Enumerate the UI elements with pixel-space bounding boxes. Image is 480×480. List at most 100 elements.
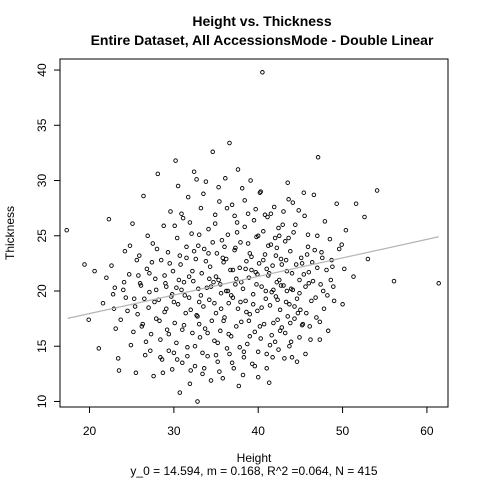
data-point	[317, 319, 323, 325]
data-point	[201, 246, 207, 252]
data-point	[234, 230, 240, 235]
data-point	[186, 295, 192, 300]
data-point	[255, 374, 261, 380]
data-point	[140, 321, 145, 327]
data-point	[304, 252, 310, 257]
data-point	[148, 348, 153, 353]
data-point	[202, 326, 208, 331]
data-point	[294, 296, 300, 301]
data-point	[208, 378, 214, 383]
data-point	[96, 346, 102, 351]
data-point	[158, 257, 164, 263]
data-point	[206, 226, 211, 232]
data-point	[252, 363, 258, 369]
data-point	[327, 236, 333, 242]
data-point	[191, 169, 197, 174]
data-point	[297, 290, 302, 296]
data-point	[171, 299, 177, 305]
data-point	[283, 257, 289, 263]
data-point	[195, 399, 200, 404]
data-point	[225, 288, 231, 294]
data-point	[374, 188, 380, 193]
data-point	[223, 288, 229, 294]
data-point	[320, 288, 326, 294]
data-point	[436, 281, 441, 286]
data-point	[245, 341, 250, 347]
data-point	[285, 180, 290, 185]
data-point	[184, 244, 189, 250]
data-point	[342, 266, 347, 272]
data-point	[194, 177, 199, 182]
data-point	[325, 293, 330, 298]
y-tick-label: 35	[35, 118, 49, 132]
data-point	[351, 274, 356, 279]
x-axis-label: Height	[237, 451, 272, 465]
data-point	[262, 212, 268, 218]
x-tick-label: 50	[336, 424, 350, 438]
data-point	[287, 343, 292, 349]
data-point	[142, 296, 147, 301]
y-tick-label: 30	[35, 174, 49, 188]
data-point	[189, 231, 194, 236]
data-point	[299, 261, 305, 266]
data-point	[261, 257, 266, 263]
data-point	[127, 243, 133, 248]
data-point	[303, 351, 308, 357]
data-point	[216, 277, 221, 283]
data-point	[278, 283, 284, 288]
data-point	[222, 244, 227, 250]
data-point	[254, 282, 259, 287]
data-point	[195, 314, 200, 319]
data-point	[180, 360, 185, 366]
data-point	[228, 334, 234, 339]
data-point	[324, 267, 329, 273]
data-point	[305, 232, 311, 237]
data-point	[185, 345, 190, 350]
data-point	[255, 308, 260, 314]
data-point	[277, 233, 282, 239]
data-point	[289, 271, 295, 276]
data-point	[303, 284, 308, 289]
data-point	[188, 368, 193, 373]
data-point	[172, 320, 177, 326]
data-point	[190, 268, 195, 274]
data-point	[318, 282, 323, 287]
data-point	[196, 299, 202, 305]
data-point	[264, 351, 269, 357]
y-axis-label: Thickness	[3, 206, 17, 260]
data-point	[206, 251, 211, 256]
data-point	[175, 302, 181, 307]
data-point	[226, 331, 231, 337]
data-point	[291, 230, 296, 235]
data-point	[137, 281, 143, 286]
data-point	[178, 262, 183, 267]
data-point	[213, 352, 219, 358]
data-point	[214, 251, 220, 256]
data-point	[207, 297, 212, 303]
data-point	[121, 287, 126, 293]
data-point	[126, 272, 132, 277]
data-point	[315, 233, 320, 239]
data-point	[292, 316, 297, 321]
data-point	[261, 321, 267, 327]
data-point	[168, 209, 173, 214]
data-point	[201, 304, 206, 309]
data-point	[295, 310, 301, 316]
data-point	[300, 321, 306, 327]
data-point	[247, 251, 253, 256]
data-point	[199, 271, 204, 276]
data-point	[251, 218, 257, 223]
data-point	[272, 339, 278, 345]
data-point	[282, 239, 288, 244]
data-point	[160, 370, 166, 376]
data-point	[230, 267, 236, 273]
data-point	[142, 352, 148, 358]
data-point	[239, 319, 244, 325]
data-point	[116, 368, 122, 373]
data-point	[330, 264, 335, 269]
data-point	[64, 227, 69, 233]
data-point	[166, 331, 172, 337]
data-point	[141, 193, 146, 199]
data-point	[282, 330, 288, 336]
